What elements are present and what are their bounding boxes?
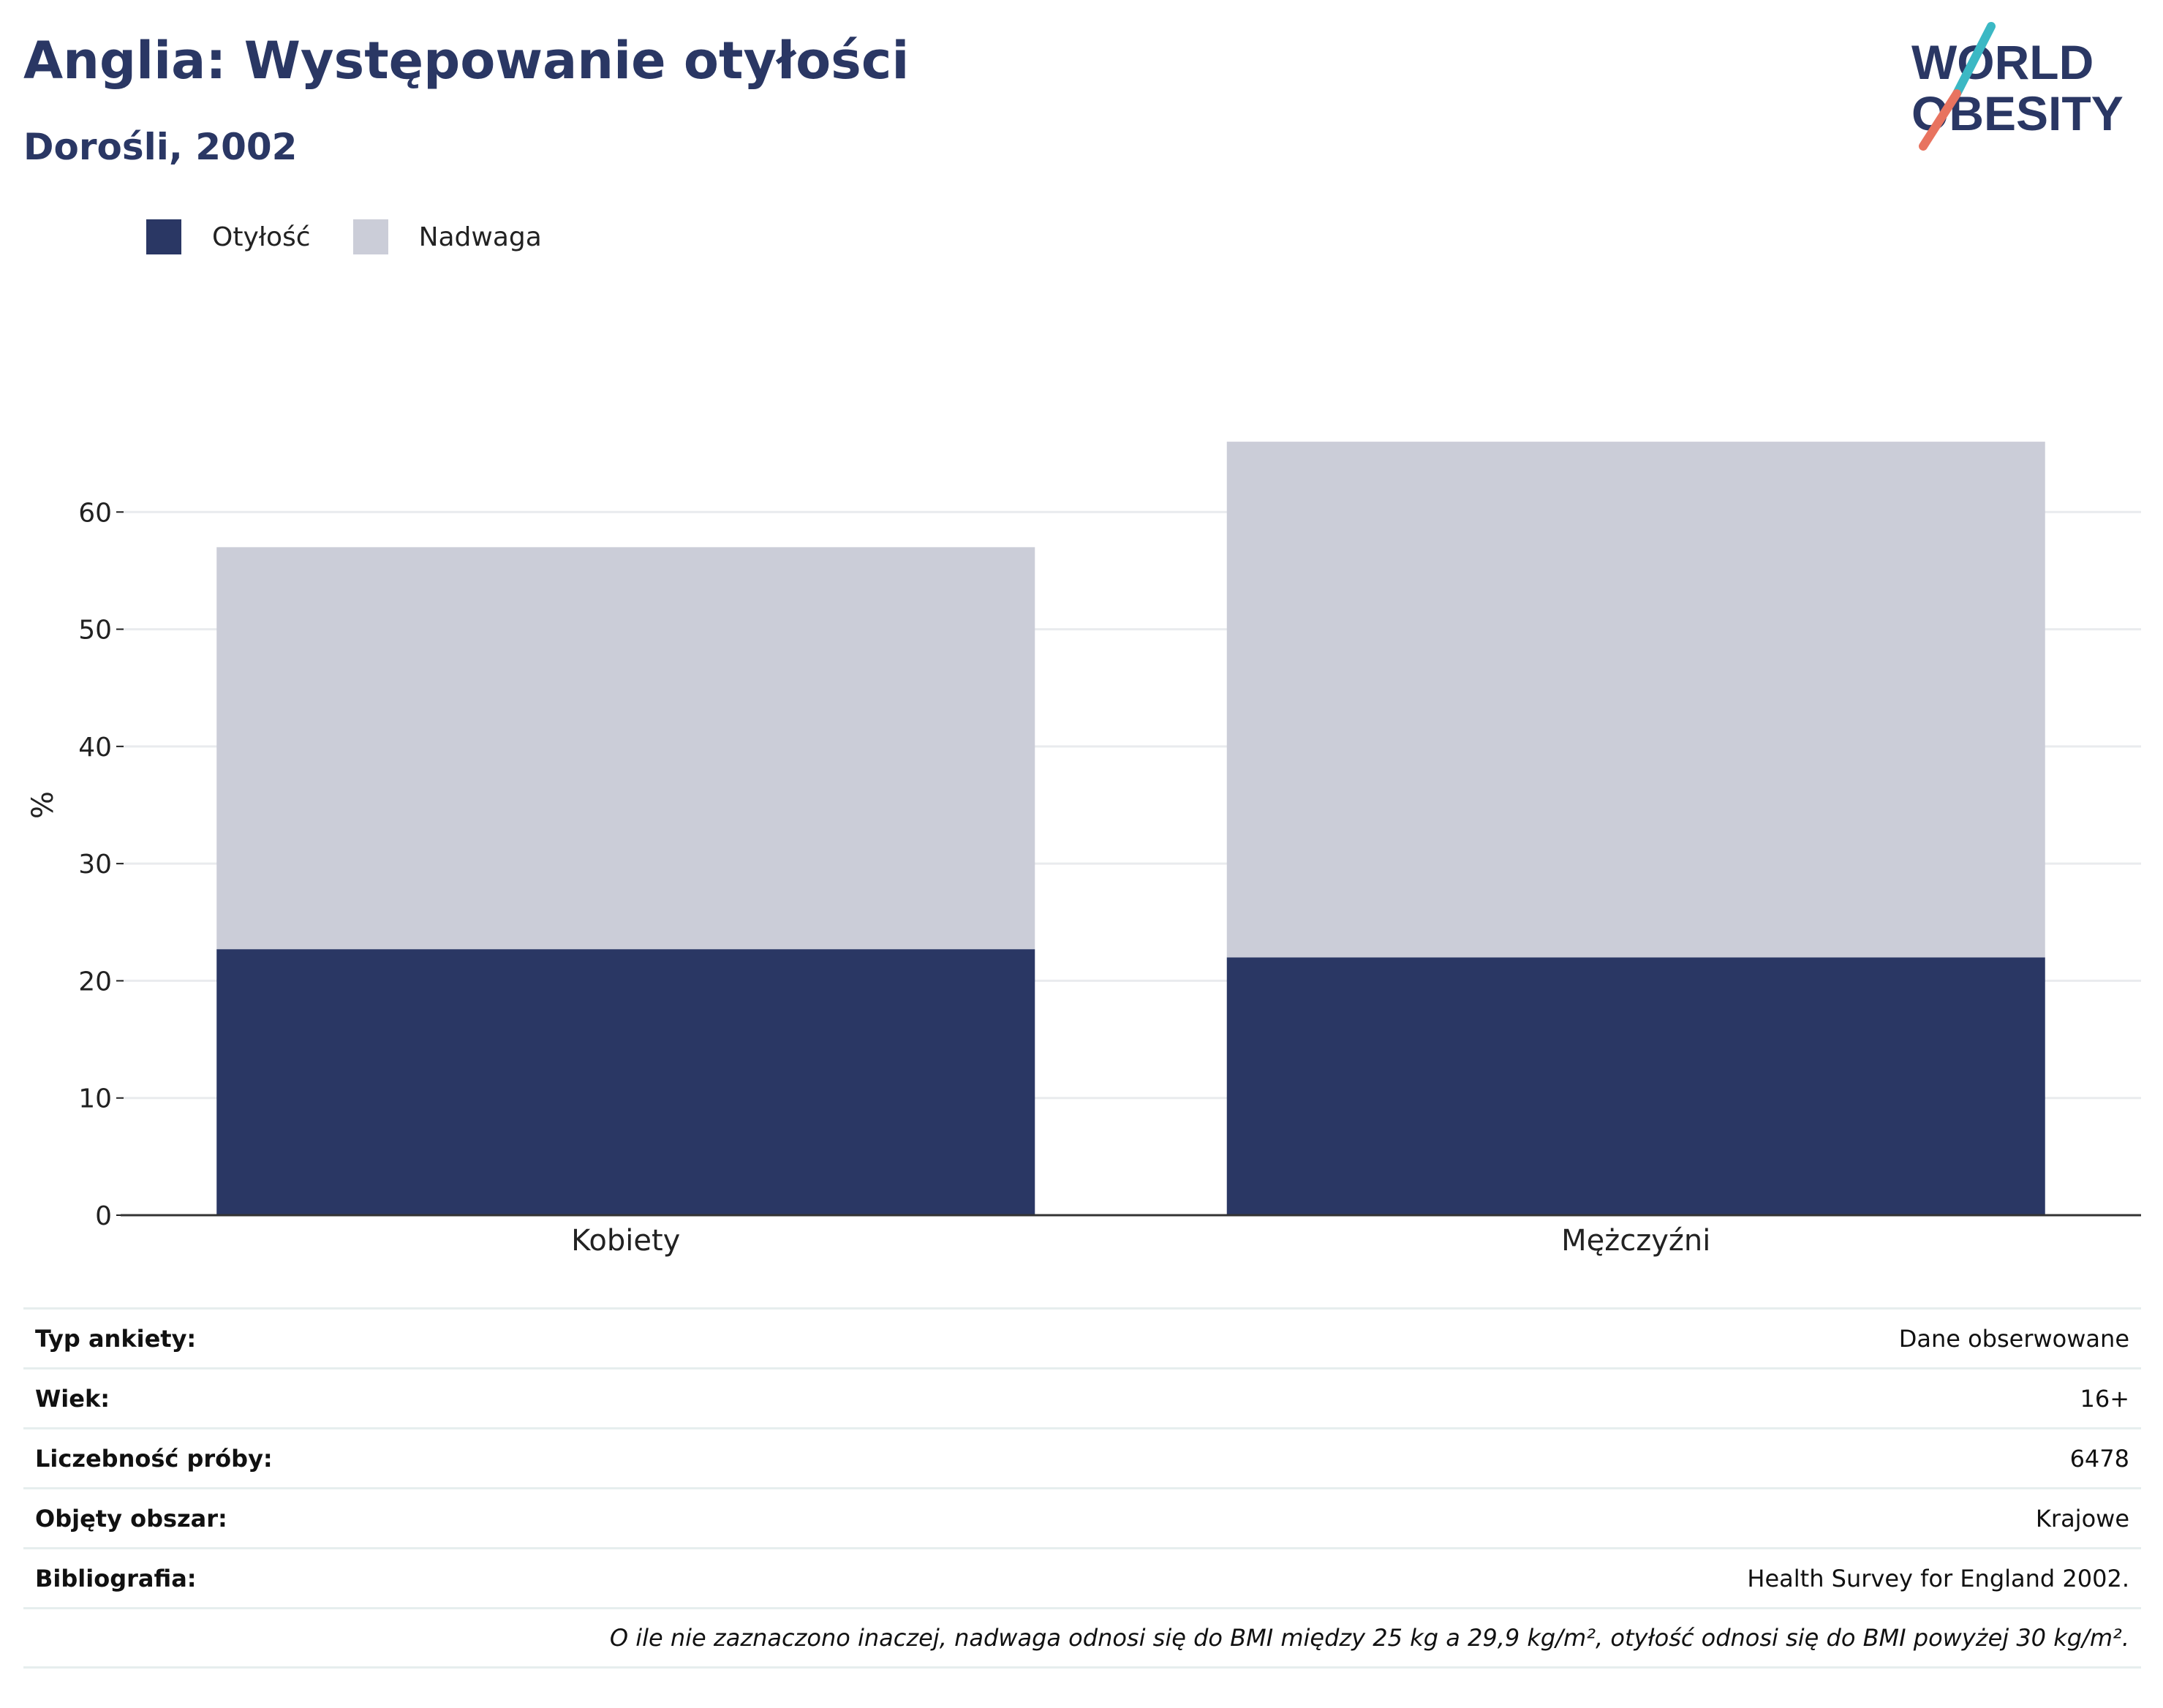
definition-note: O ile nie zaznaczono inaczej, nadwaga od… xyxy=(23,1607,2141,1669)
world-obesity-logo: WORLD OBESITY xyxy=(1911,22,2124,151)
info-key: Wiek: xyxy=(35,1384,110,1413)
y-tick-label: 20 xyxy=(78,967,112,997)
info-value: 6478 xyxy=(2069,1444,2129,1473)
legend-item-otylosc[interactable]: Otyłość xyxy=(146,219,311,254)
legend-swatch-otylosc xyxy=(146,219,181,254)
chart-title: Anglia: Występowanie otyłości xyxy=(23,31,910,91)
bar-otyłość xyxy=(216,949,1035,1215)
info-key: Bibliografia: xyxy=(35,1564,197,1592)
legend-label-otylosc: Otyłość xyxy=(212,222,311,252)
bar-nadwaga xyxy=(216,547,1035,950)
legend-label-nadwaga: Nadwaga xyxy=(418,222,542,252)
info-value: 16+ xyxy=(2080,1384,2129,1413)
info-value: Dane obserwowane xyxy=(1898,1324,2129,1353)
x-tick-label: Kobiety xyxy=(571,1224,680,1258)
legend-item-nadwaga[interactable]: Nadwaga xyxy=(352,219,542,254)
y-tick-label: 40 xyxy=(78,733,112,763)
info-row: Bibliografia: Health Survey for England … xyxy=(23,1547,2141,1607)
bar-otyłość xyxy=(1226,957,2045,1215)
info-row: Wiek: 16+ xyxy=(23,1367,2141,1427)
info-value: Health Survey for England 2002. xyxy=(1747,1564,2129,1592)
info-table: Typ ankiety: Dane obserwowane Wiek: 16+ … xyxy=(23,1307,2141,1669)
info-value: Krajowe xyxy=(2035,1504,2129,1533)
x-tick-label: Mężczyźni xyxy=(1561,1224,1710,1258)
y-tick-label: 50 xyxy=(78,616,112,646)
legend-swatch-nadwaga xyxy=(352,219,388,254)
info-key: Typ ankiety: xyxy=(35,1324,197,1353)
chart-subtitle: Dorośli, 2002 xyxy=(23,126,298,168)
info-key: Liczebność próby: xyxy=(35,1444,273,1473)
chart-legend: Otyłość Nadwaga xyxy=(146,219,584,254)
stacked-bar-chart: 0 10 20 30 40 50 60% Kobiety Mężczyźni xyxy=(26,442,2141,1258)
bar-nadwaga xyxy=(1226,442,2045,958)
info-key: Objęty obszar: xyxy=(35,1504,227,1533)
y-tick-label: 60 xyxy=(78,498,112,528)
info-row: Objęty obszar: Krajowe xyxy=(23,1487,2141,1547)
logo-slash-bottom-icon xyxy=(1919,89,1961,151)
y-tick-label: 10 xyxy=(78,1084,112,1114)
logo-line-1: WORLD xyxy=(1911,35,2094,89)
y-tick-label: 0 xyxy=(95,1201,112,1231)
info-row: Typ ankiety: Dane obserwowane xyxy=(23,1307,2141,1367)
logo-slash-top-icon xyxy=(1952,22,1996,98)
y-axis-label: % xyxy=(26,791,60,819)
info-row: Liczebność próby: 6478 xyxy=(23,1427,2141,1487)
y-tick-label: 30 xyxy=(78,850,112,880)
